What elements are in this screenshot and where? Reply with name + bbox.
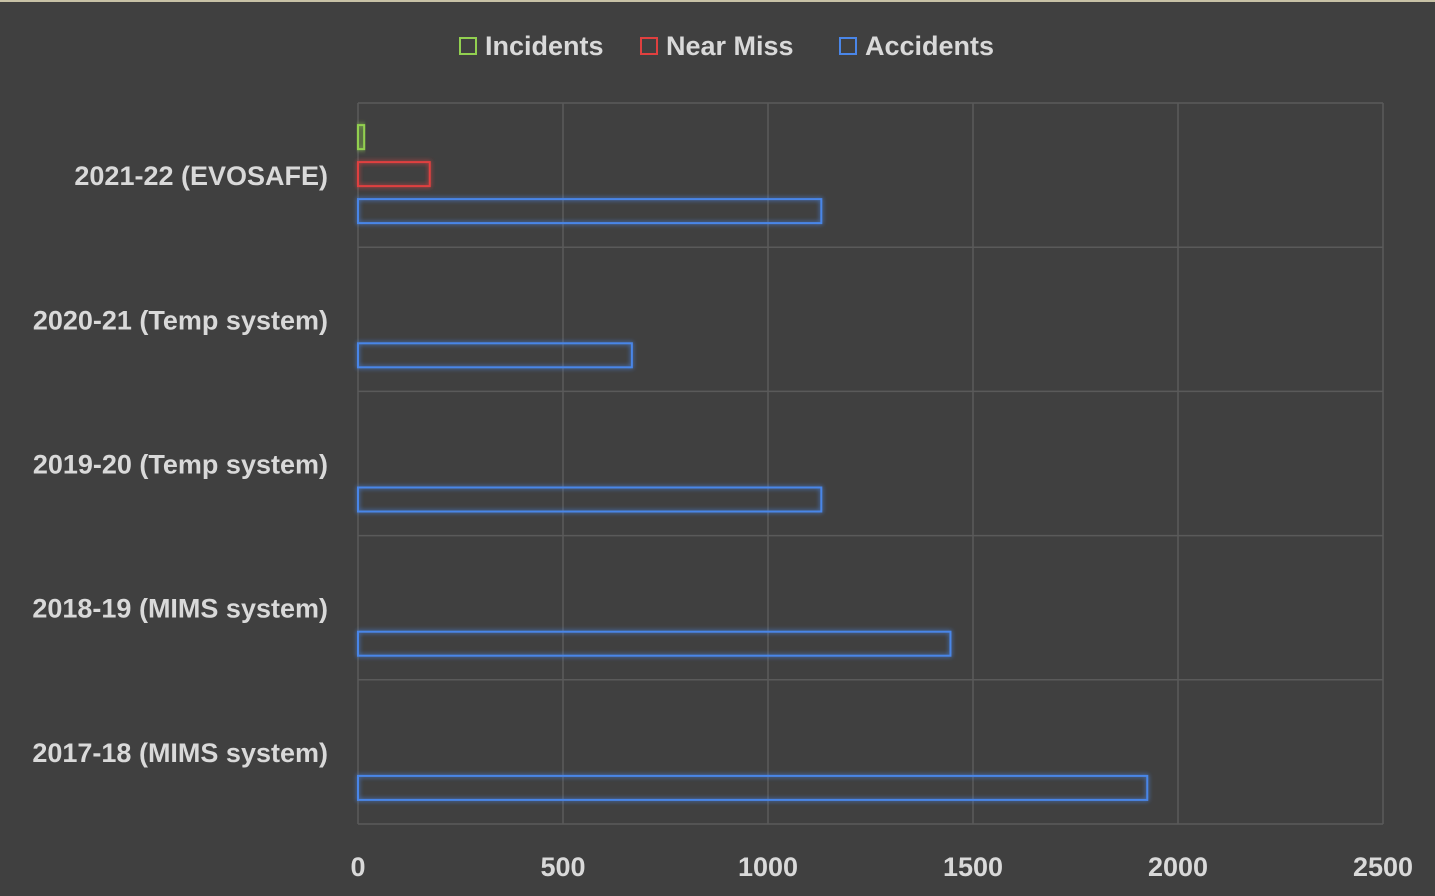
category-label-2: 2019-20 (Temp system) (33, 450, 328, 480)
x-tick-label-5: 2500 (1353, 852, 1413, 882)
bar-incidents-0 (357, 124, 366, 151)
legend-label-incidents: Incidents (485, 31, 604, 61)
category-label-4: 2017-18 (MIMS system) (32, 738, 328, 768)
gridlines (357, 102, 1384, 825)
category-label-3: 2018-19 (MIMS system) (32, 594, 328, 624)
legend-label-accidents: Accidents (865, 31, 994, 61)
x-tick-labels: 0 500 1000 1500 2000 2500 (350, 852, 1413, 882)
bars-group (357, 124, 1149, 801)
legend-label-near-miss: Near Miss (666, 31, 794, 61)
x-tick-label-3: 1500 (943, 852, 1003, 882)
legend-swatch-near-miss (640, 37, 658, 55)
category-label-1: 2020-21 (Temp system) (33, 305, 328, 335)
legend: Incidents Near Miss Accidents (459, 31, 994, 61)
x-tick-label-2: 1000 (738, 852, 798, 882)
x-tick-label-0: 0 (350, 852, 365, 882)
bar-near-miss-0 (357, 161, 431, 188)
bar-accidents-3 (357, 630, 952, 657)
bar-accidents-4 (357, 774, 1149, 801)
bar-accidents-1 (357, 342, 633, 369)
x-tick-label-4: 2000 (1148, 852, 1208, 882)
bar-accidents-2 (357, 486, 823, 513)
category-labels: 2021-22 (EVOSAFE) 2020-21 (Temp system) 20… (32, 161, 328, 768)
legend-swatch-accidents (839, 37, 857, 55)
x-tick-label-1: 500 (540, 852, 585, 882)
bar-accidents-0 (357, 198, 823, 225)
category-label-0: 2021-22 (EVOSAFE) (74, 161, 328, 191)
legend-swatch-incidents (459, 37, 477, 55)
